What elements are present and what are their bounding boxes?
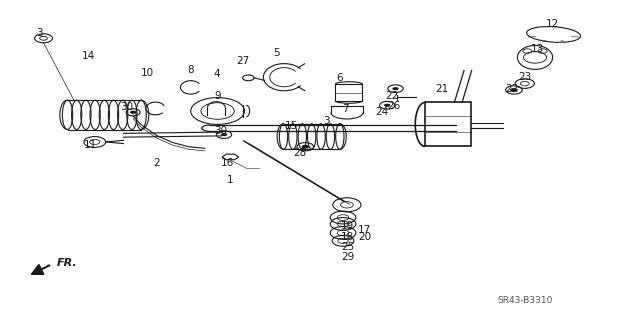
Text: 17: 17: [358, 225, 371, 235]
Text: 13: 13: [531, 44, 544, 55]
Text: 19: 19: [341, 221, 354, 232]
Text: 1: 1: [227, 175, 234, 185]
Text: SR43-B3310: SR43-B3310: [497, 296, 552, 305]
Text: 22: 22: [506, 84, 518, 94]
Circle shape: [130, 111, 136, 114]
Circle shape: [392, 87, 399, 90]
Circle shape: [510, 88, 518, 92]
Text: 9: 9: [214, 91, 221, 101]
Text: 3: 3: [36, 28, 43, 39]
Text: 12: 12: [546, 19, 559, 29]
Circle shape: [384, 104, 390, 107]
Text: 18: 18: [341, 232, 354, 242]
Text: 25: 25: [341, 242, 354, 252]
Text: 24: 24: [375, 107, 388, 117]
Text: 22: 22: [386, 91, 399, 101]
Text: 16: 16: [221, 158, 234, 168]
Circle shape: [301, 145, 309, 149]
Text: 4: 4: [213, 69, 220, 79]
Text: 7: 7: [342, 104, 349, 114]
Text: 15: 15: [285, 121, 298, 131]
Text: 11: 11: [84, 140, 97, 150]
Text: 28: 28: [293, 148, 306, 158]
Text: 8: 8: [188, 65, 194, 75]
Text: 21: 21: [435, 84, 448, 94]
Text: 10: 10: [141, 68, 154, 78]
Text: 20: 20: [358, 232, 371, 242]
Bar: [425, 102, 471, 146]
Text: 23: 23: [518, 71, 531, 82]
Text: 3: 3: [323, 116, 330, 126]
Text: 6: 6: [336, 73, 342, 83]
Text: 2: 2: [154, 158, 160, 168]
Text: 27: 27: [237, 56, 250, 66]
Text: 29: 29: [341, 252, 354, 262]
Text: 30: 30: [214, 126, 227, 136]
Text: FR.: FR.: [57, 258, 77, 268]
Text: 14: 14: [82, 51, 95, 61]
Circle shape: [221, 133, 227, 136]
Text: 30: 30: [120, 102, 133, 112]
Text: 26: 26: [387, 101, 400, 111]
Text: 5: 5: [273, 48, 280, 58]
